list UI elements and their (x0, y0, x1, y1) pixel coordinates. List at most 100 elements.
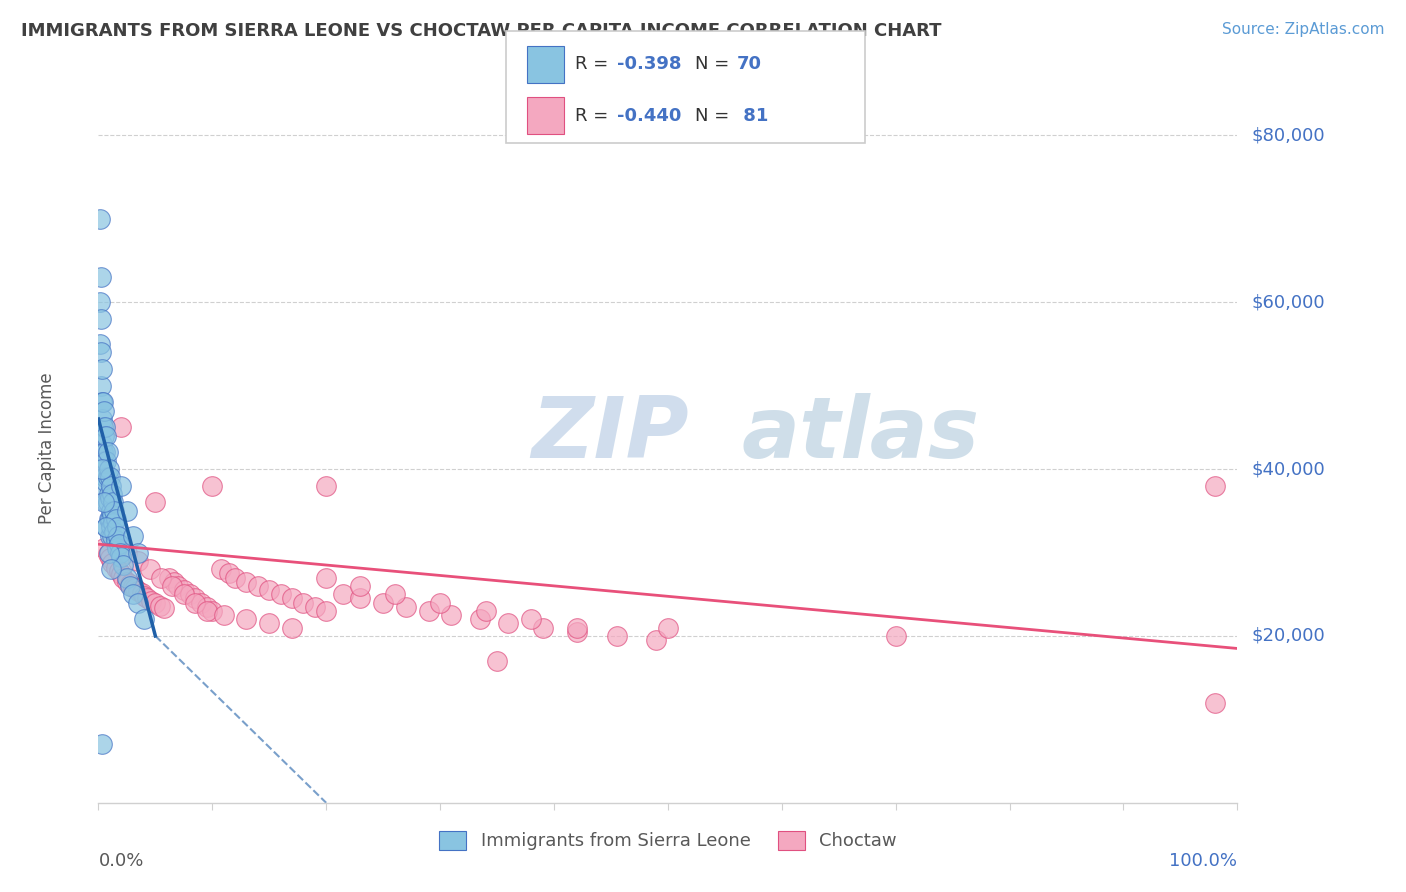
Point (97, 462, 120, 476)
Point (96, 495, 118, 509)
Point (98, 529, 121, 543)
Point (150, 570, 173, 584)
Point (131, 586, 153, 600)
Point (101, 508, 124, 522)
Point (246, 579, 269, 593)
Point (235, 574, 257, 589)
Point (101, 487, 124, 501)
Point (96, 454, 118, 468)
Point (90, 378, 112, 392)
Point (121, 580, 143, 594)
Point (115, 570, 138, 584)
Point (91, 420, 114, 434)
Point (112, 570, 135, 584)
Point (104, 537, 127, 551)
Point (105, 520, 128, 534)
Point (96, 520, 118, 534)
Point (90, 312, 112, 326)
Point (657, 621, 679, 635)
Text: Per Capita Income: Per Capita Income (38, 373, 56, 524)
Point (531, 621, 554, 635)
Point (429, 596, 451, 610)
Point (100, 479, 122, 493)
Point (486, 654, 509, 668)
Point (565, 624, 588, 639)
Point (100, 520, 122, 534)
Point (93, 454, 115, 468)
Point (195, 604, 218, 618)
Point (167, 579, 190, 593)
Point (315, 570, 337, 584)
Point (270, 587, 292, 601)
Point (565, 621, 588, 635)
Point (292, 596, 315, 610)
Point (96, 475, 118, 489)
Point (98, 470, 121, 484)
Point (132, 589, 155, 603)
Point (90, 437, 112, 451)
Point (139, 594, 162, 608)
Point (101, 556, 124, 570)
Point (93, 479, 115, 493)
Point (645, 633, 668, 648)
Point (173, 587, 195, 601)
Point (96, 470, 118, 484)
Point (349, 591, 371, 606)
Point (98, 491, 121, 506)
Point (110, 567, 132, 582)
Point (162, 579, 184, 593)
Point (89, 295, 111, 310)
Point (90, 270, 112, 285)
Point (1204, 479, 1226, 493)
Point (93, 541, 115, 556)
Point (149, 599, 172, 613)
Point (91, 445, 114, 459)
Text: N =: N = (695, 107, 734, 125)
Point (184, 596, 207, 610)
Point (212, 608, 235, 623)
Point (153, 601, 176, 615)
Point (94, 420, 117, 434)
Point (201, 479, 224, 493)
Point (384, 587, 406, 601)
Point (184, 591, 207, 606)
Point (281, 621, 304, 635)
Point (107, 529, 129, 543)
Point (195, 599, 218, 614)
Point (224, 570, 246, 584)
Point (110, 549, 132, 564)
Text: $60,000: $60,000 (1251, 293, 1324, 311)
Point (120, 579, 142, 593)
Point (93, 403, 115, 417)
Text: 100.0%: 100.0% (1170, 853, 1237, 871)
Point (884, 629, 907, 643)
Point (100, 562, 122, 576)
Point (259, 616, 281, 631)
Point (96, 547, 118, 561)
Point (132, 612, 155, 626)
Point (105, 541, 128, 556)
Point (97, 512, 120, 526)
Point (136, 591, 159, 606)
Point (418, 604, 440, 618)
Point (100, 504, 122, 518)
Text: -0.440: -0.440 (617, 107, 682, 125)
Point (115, 545, 138, 559)
Point (127, 545, 149, 559)
Point (90, 412, 112, 426)
Point (190, 596, 212, 610)
Point (124, 582, 146, 596)
Point (91, 395, 114, 409)
Point (103, 495, 125, 509)
Text: N =: N = (695, 55, 734, 73)
Point (108, 545, 131, 559)
Point (440, 608, 463, 623)
Point (145, 596, 167, 610)
Text: ZIP: ZIP (531, 392, 689, 475)
Point (281, 591, 304, 606)
Point (104, 533, 127, 547)
Text: $40,000: $40,000 (1251, 460, 1324, 478)
Point (138, 562, 160, 576)
Point (304, 599, 326, 614)
Point (1204, 696, 1226, 710)
